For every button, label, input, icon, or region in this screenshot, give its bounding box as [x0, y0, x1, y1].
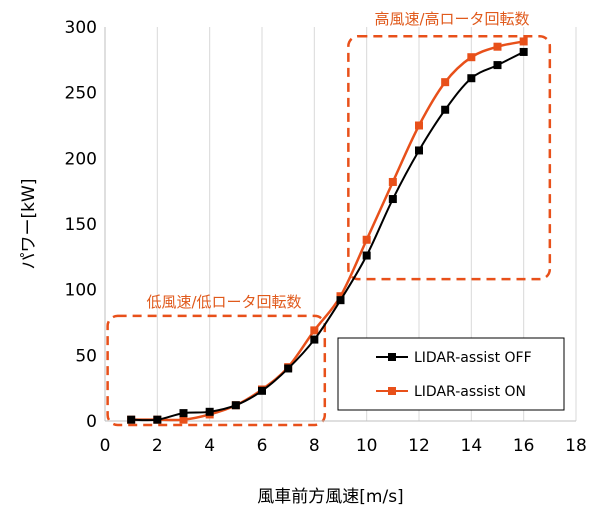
data-point: [153, 415, 162, 424]
data-point: [258, 386, 266, 395]
annotation-low-speed: 低風速/低ロータ回転数: [146, 293, 301, 311]
y-tick-label: 0: [86, 412, 97, 432]
legend-box: [337, 337, 565, 411]
data-point: [179, 409, 188, 418]
axis-layer: 0 2 4 6 8 10 12 14 16 18 0 50 100 150 200 250 300 風車前方風速[…: [19, 18, 587, 507]
legend-marker-1: [388, 353, 396, 361]
data-point: [179, 415, 188, 424]
x-tick-label: 0: [100, 436, 111, 456]
data-point: [467, 74, 476, 83]
data-point: [519, 47, 528, 56]
series-line: [131, 40, 524, 422]
series-lidar-off: [127, 47, 528, 424]
data-point: [388, 195, 397, 204]
data-point: [336, 296, 345, 305]
x-axis-title: 風車前方風速[m/s]: [257, 487, 403, 507]
data-point: [415, 121, 423, 130]
x-tick-label: 8: [309, 436, 320, 456]
highlight-region-1: [106, 314, 327, 427]
y-tick-label: 200: [65, 149, 97, 169]
data-point: [493, 61, 502, 70]
x-tick-label: 6: [257, 436, 268, 456]
data-point: [127, 415, 136, 424]
data-point: [415, 146, 423, 155]
series-line: [131, 51, 525, 422]
data-point: [310, 326, 319, 335]
data-point: [388, 177, 397, 186]
series-layer: [127, 37, 528, 424]
data-point: [362, 251, 371, 260]
data-point: [441, 78, 450, 87]
legend-marker-2: [388, 387, 396, 395]
y-tick-label: 300: [65, 18, 97, 38]
x-tick-label: 16: [513, 436, 535, 456]
region-layer: 低風速/低ロータ回転数 高風速/高ロータ回転数: [106, 10, 552, 427]
data-point: [467, 53, 476, 62]
x-tick-label: 12: [408, 436, 430, 456]
highlight-region-2: [347, 34, 552, 281]
y-tick-label: 250: [65, 84, 97, 104]
x-tick-label: 18: [565, 436, 587, 456]
annotation-high-speed: 高風速/高ロータ回転数: [374, 10, 529, 28]
legend: LIDAR-assist OFF LIDAR-assist ON: [337, 337, 565, 411]
data-point: [519, 37, 528, 46]
x-tick-label: 14: [461, 436, 483, 456]
x-tick-label: 4: [204, 436, 215, 456]
y-tick-label: 150: [65, 215, 97, 235]
data-point: [284, 364, 293, 373]
legend-label-2: LIDAR-assist ON: [414, 384, 526, 400]
data-point: [231, 401, 240, 410]
data-point: [362, 235, 371, 244]
x-tick-label: 10: [356, 436, 378, 456]
x-tick-label: 2: [152, 436, 163, 456]
data-point: [205, 407, 214, 416]
grid-layer: [156, 27, 577, 421]
data-point: [441, 105, 450, 114]
data-point: [310, 335, 319, 344]
legend-label-1: LIDAR-assist OFF: [414, 350, 532, 366]
data-point: [493, 42, 502, 51]
y-tick-label: 50: [75, 346, 97, 366]
y-tick-label: 100: [65, 281, 97, 301]
y-axis-title: パワー[kW]: [19, 179, 39, 270]
